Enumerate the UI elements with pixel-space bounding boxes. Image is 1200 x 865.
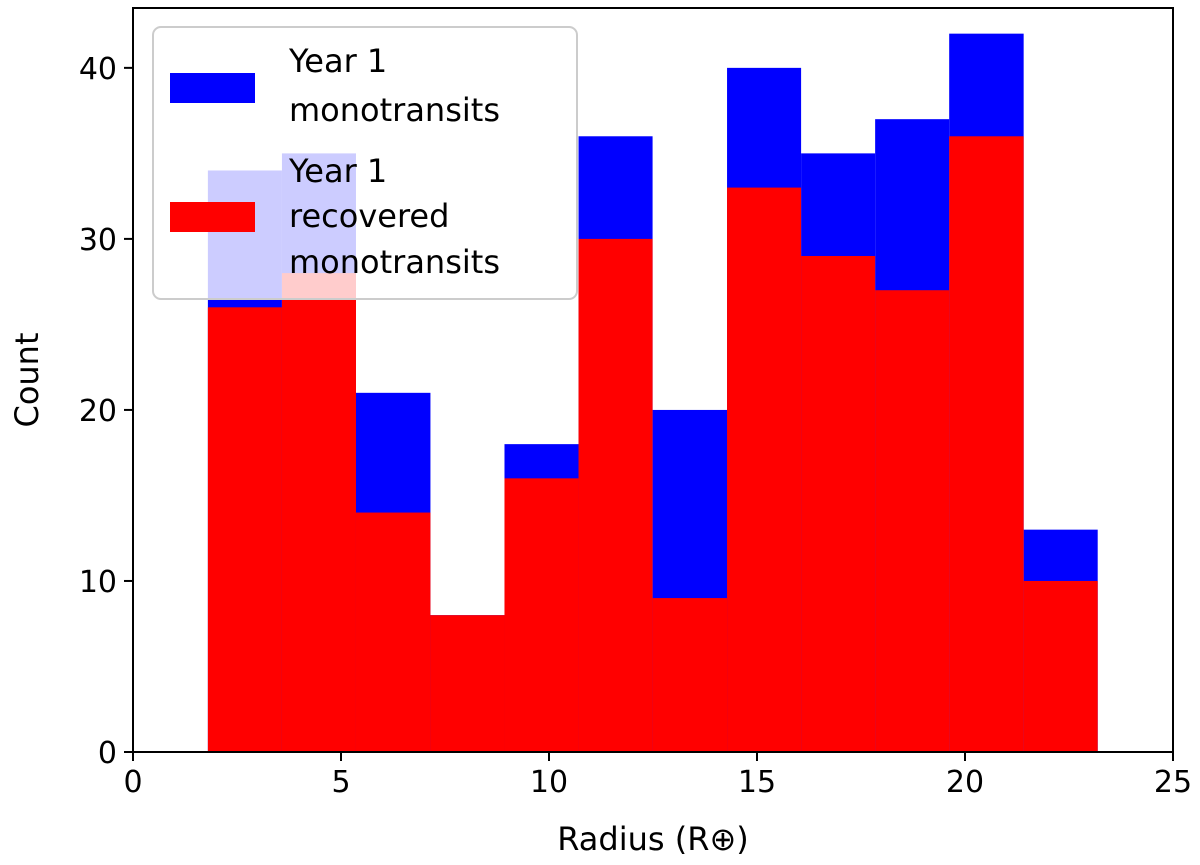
y-tick-label-0: 0 bbox=[98, 736, 117, 771]
legend-label-red-line1: Year 1 bbox=[288, 152, 387, 190]
legend: Year 1 monotransits Year 1 recovered mon… bbox=[152, 26, 578, 300]
y-tick-label-10: 10 bbox=[79, 565, 117, 600]
x-axis-ticks: 0 5 10 15 20 25 bbox=[123, 752, 1192, 800]
y-tick-label-40: 40 bbox=[79, 52, 117, 87]
red-bar-9 bbox=[875, 290, 950, 752]
legend-label-red-line3: monotransits bbox=[289, 243, 500, 281]
x-tick-label-25: 25 bbox=[1154, 765, 1192, 800]
x-tick-label-15: 15 bbox=[738, 765, 776, 800]
y-tick-label-30: 30 bbox=[79, 223, 117, 258]
series-red-bars bbox=[207, 136, 1098, 753]
red-bar-7 bbox=[727, 187, 802, 753]
x-axis-label: Radius (R⊕) bbox=[557, 820, 748, 858]
red-bar-2 bbox=[355, 512, 431, 752]
legend-label-blue-line1: Year 1 bbox=[288, 42, 387, 80]
red-bar-0 bbox=[207, 307, 282, 752]
red-bar-1 bbox=[281, 273, 356, 752]
x-tick-label-0: 0 bbox=[123, 765, 142, 800]
red-bar-10 bbox=[949, 136, 1024, 752]
legend-box bbox=[152, 26, 578, 300]
red-bar-4 bbox=[504, 478, 579, 752]
legend-label-red-line2: recovered bbox=[289, 197, 449, 235]
plot-frame bbox=[132, 7, 1174, 753]
x-tick-label-20: 20 bbox=[946, 765, 984, 800]
y-tick-label-20: 20 bbox=[79, 394, 117, 429]
red-bar-11 bbox=[1023, 580, 1098, 752]
legend-label-blue-line2: monotransits bbox=[289, 91, 500, 129]
legend-swatch-blue bbox=[170, 73, 255, 103]
red-bar-6 bbox=[652, 598, 728, 752]
red-bar-5 bbox=[578, 238, 653, 752]
y-axis-label: Count bbox=[8, 332, 46, 427]
red-bar-3 bbox=[430, 615, 505, 752]
legend-swatch-red bbox=[170, 202, 255, 232]
x-tick-label-10: 10 bbox=[530, 765, 568, 800]
red-bar-8 bbox=[801, 256, 876, 752]
y-axis-ticks: 0 10 20 30 40 bbox=[79, 52, 133, 771]
x-tick-label-5: 5 bbox=[331, 765, 350, 800]
